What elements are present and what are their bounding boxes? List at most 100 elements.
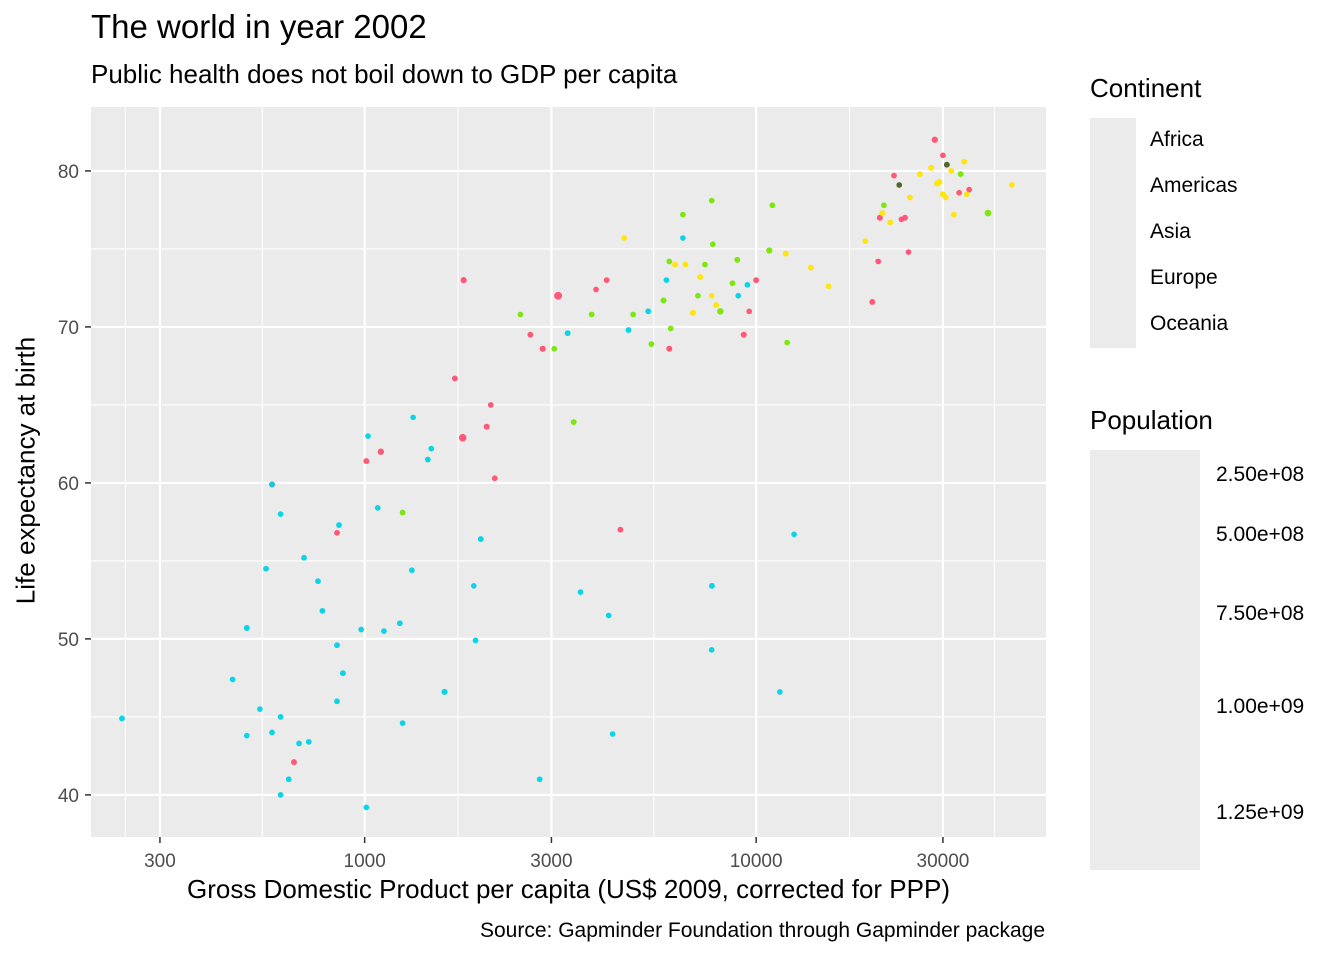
data-point-asia bbox=[617, 526, 624, 533]
data-point-europe bbox=[906, 194, 913, 201]
data-point-europe bbox=[1009, 182, 1015, 188]
data-point-europe bbox=[928, 164, 935, 171]
continent-legend-title: Continent bbox=[1090, 73, 1202, 103]
data-point-asia bbox=[291, 759, 297, 766]
y-axis-label: Life expectancy at birth bbox=[10, 336, 41, 605]
data-point-africa bbox=[470, 583, 477, 589]
data-point-asia bbox=[666, 345, 673, 352]
data-point-americas bbox=[695, 292, 701, 299]
data-point-africa bbox=[263, 565, 269, 572]
data-point-asia bbox=[554, 291, 563, 300]
major-gridlines bbox=[91, 107, 1046, 837]
population-key-label: 7.50e+08 bbox=[1216, 602, 1305, 625]
data-point-americas bbox=[680, 211, 686, 218]
data-point-africa bbox=[334, 642, 340, 649]
data-point-africa bbox=[365, 433, 371, 439]
data-point-asia bbox=[869, 299, 876, 305]
data-point-europe bbox=[825, 283, 832, 290]
data-point-asia bbox=[487, 402, 494, 408]
y-tick-label: 80 bbox=[58, 162, 79, 183]
data-point-africa bbox=[777, 689, 783, 695]
plot-panel bbox=[91, 107, 1046, 837]
source-caption: Source: Gapminder Foundation through Gap… bbox=[479, 919, 1045, 942]
data-point-africa bbox=[663, 277, 670, 284]
legend-label-americas: Americas bbox=[1150, 174, 1238, 197]
y-tick-label: 50 bbox=[58, 630, 79, 651]
data-point-africa bbox=[339, 670, 346, 677]
data-point-asia bbox=[334, 529, 340, 536]
data-point-africa bbox=[363, 804, 370, 811]
data-point-africa bbox=[744, 281, 751, 288]
data-point-africa bbox=[399, 720, 406, 726]
legend-label-oceania: Oceania bbox=[1150, 312, 1229, 335]
data-point-asia bbox=[458, 433, 467, 442]
data-point-africa bbox=[477, 536, 484, 543]
data-point-africa bbox=[319, 607, 326, 614]
data-point-africa bbox=[315, 578, 321, 585]
data-point-africa bbox=[791, 531, 797, 538]
data-point-americas bbox=[729, 280, 736, 287]
y-tick-label: 60 bbox=[58, 474, 79, 495]
data-point-africa bbox=[609, 731, 616, 737]
data-point-africa bbox=[229, 676, 236, 683]
data-point-americas bbox=[667, 325, 674, 332]
data-point-europe bbox=[862, 238, 869, 245]
data-point-africa bbox=[277, 791, 284, 798]
data-point-americas bbox=[399, 509, 406, 516]
population-key-label: 1.00e+09 bbox=[1216, 695, 1305, 718]
data-point-asia bbox=[483, 423, 490, 430]
legend-label-africa: Africa bbox=[1150, 128, 1204, 151]
population-key-label: 1.25e+09 bbox=[1216, 801, 1305, 824]
data-point-asia bbox=[377, 448, 385, 455]
data-point-europe bbox=[916, 171, 923, 178]
legend-label-europe: Europe bbox=[1150, 266, 1218, 289]
data-point-asia bbox=[956, 189, 963, 196]
data-point-americas bbox=[784, 339, 790, 346]
data-points bbox=[119, 136, 1015, 811]
data-point-americas bbox=[881, 202, 887, 209]
data-point-asia bbox=[491, 475, 498, 482]
data-point-africa bbox=[301, 554, 307, 561]
data-point-asia bbox=[966, 186, 973, 193]
data-point-americas bbox=[630, 311, 636, 318]
data-point-asia bbox=[753, 277, 760, 284]
data-point-europe bbox=[682, 261, 689, 268]
data-point-americas bbox=[666, 258, 673, 265]
data-point-africa bbox=[119, 715, 125, 722]
data-point-africa bbox=[243, 732, 250, 739]
chart-title: The world in year 2002 bbox=[91, 8, 427, 45]
data-point-asia bbox=[746, 308, 753, 315]
data-point-asia bbox=[460, 277, 467, 284]
data-point-europe bbox=[887, 219, 894, 226]
data-point-europe bbox=[713, 302, 720, 309]
data-point-africa bbox=[305, 738, 312, 745]
data-point-oceania bbox=[896, 182, 903, 188]
population-key-label: 2.50e+08 bbox=[1216, 463, 1305, 486]
population-key-label: 5.00e+08 bbox=[1216, 523, 1305, 546]
y-tick-label: 70 bbox=[58, 318, 79, 339]
data-point-americas bbox=[551, 345, 558, 352]
data-point-asia bbox=[740, 331, 747, 338]
data-point-africa bbox=[381, 628, 387, 634]
data-point-americas bbox=[702, 261, 708, 268]
data-point-africa bbox=[605, 612, 612, 619]
data-point-africa bbox=[408, 567, 415, 574]
data-point-oceania bbox=[943, 161, 950, 168]
data-point-africa bbox=[336, 522, 342, 528]
data-point-asia bbox=[603, 277, 610, 284]
data-point-africa bbox=[680, 235, 686, 241]
data-point-africa bbox=[358, 626, 365, 633]
data-point-americas bbox=[957, 171, 964, 178]
data-point-europe bbox=[961, 158, 968, 165]
data-point-africa bbox=[243, 625, 250, 631]
minor-gridlines bbox=[91, 107, 1046, 837]
data-point-americas bbox=[717, 308, 724, 315]
data-point-asia bbox=[876, 214, 883, 221]
data-point-africa bbox=[708, 582, 715, 589]
data-point-europe bbox=[708, 292, 715, 299]
data-point-africa bbox=[410, 414, 416, 421]
data-point-americas bbox=[648, 341, 655, 347]
data-point-europe bbox=[671, 261, 678, 268]
x-tick-label: 30000 bbox=[917, 851, 970, 872]
data-point-africa bbox=[277, 511, 284, 517]
